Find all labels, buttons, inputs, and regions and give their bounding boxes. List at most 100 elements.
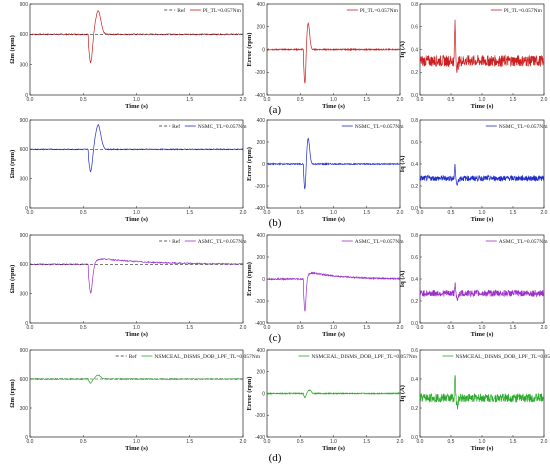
y-tick-label: 0 xyxy=(25,321,28,327)
y-tick-label: 200 xyxy=(257,370,266,376)
y-tick-label: 200 xyxy=(257,140,266,146)
x-axis-label: Time (s) xyxy=(471,331,494,338)
y-tick-label: 0.8 xyxy=(411,233,418,239)
x-tick-label: 1.0 xyxy=(330,210,337,216)
legend-entry: NSMCEAL_DISMS_DOB_LPF_TL=0.057Nm xyxy=(154,354,260,360)
x-tick-label: 1.5 xyxy=(363,439,370,445)
y-tick-label: 0 xyxy=(262,162,265,168)
y-tick-label: 0.2 xyxy=(411,184,418,190)
x-tick-label: 0.5 xyxy=(297,97,304,103)
x-tick-label: 1.5 xyxy=(510,97,517,103)
x-tick-label: 0.0 xyxy=(264,97,271,103)
x-tick-label: 0.0 xyxy=(417,325,424,331)
y-tick-label: 0 xyxy=(25,435,28,441)
x-tick-label: 2.0 xyxy=(397,325,404,331)
x-tick-label: 1.5 xyxy=(363,325,370,331)
x-tick-label: 1.5 xyxy=(510,210,517,216)
x-tick-label: 1.5 xyxy=(510,439,517,445)
x-tick-label: 2.0 xyxy=(397,439,404,445)
panel-b-error: 0.0 0.5 1.0 1.5 2.0 -400 -200 0 200 400 Time (s) Er… xyxy=(246,118,404,223)
y-tick-label: -200 xyxy=(255,70,265,76)
x-tick-label: 1.5 xyxy=(186,97,193,103)
y-tick-label: -200 xyxy=(255,299,265,305)
plot-frame xyxy=(29,3,244,96)
y-tick-label: -400 xyxy=(255,206,265,212)
x-tick-label: 2.0 xyxy=(240,97,247,103)
y-tick-label: 0.4 xyxy=(411,162,418,168)
legend-entry: Ref xyxy=(172,123,180,130)
x-tick-label: 0.5 xyxy=(448,210,455,216)
y-axis-label: Iq (A) xyxy=(399,271,406,288)
x-tick-label: 1.0 xyxy=(133,97,140,103)
plot-frame xyxy=(419,349,545,438)
y-tick-label: 0.8 xyxy=(411,118,418,124)
x-tick-label: 0.0 xyxy=(27,97,34,103)
y-tick-label: 900 xyxy=(20,233,29,239)
x-tick-label: 0.0 xyxy=(417,210,424,216)
y-tick-label: 0.0 xyxy=(411,435,418,441)
y-axis-label: Iq (A) xyxy=(399,156,406,173)
row-label: (c) xyxy=(269,332,282,344)
x-axis-label: Time (s) xyxy=(322,103,345,110)
legend-entry: PI_TL=0.057Nm xyxy=(360,8,399,14)
x-tick-label: 0.0 xyxy=(264,325,271,331)
x-tick-label: 2.0 xyxy=(240,210,247,216)
panel-a-current: 0.0 0.5 1.0 1.5 2.0 0.0 0.2 0.4 0.6 0.8 Time (s) Iq… xyxy=(399,2,548,110)
y-tick-label: 0.6 xyxy=(411,140,418,146)
x-tick-label: 0.5 xyxy=(448,325,455,331)
series-line xyxy=(29,258,244,294)
y-tick-label: 0 xyxy=(262,391,265,397)
x-tick-label: 1.0 xyxy=(133,439,140,445)
x-tick-label: 1.5 xyxy=(186,439,193,445)
x-tick-label: 1.0 xyxy=(133,325,140,331)
x-tick-label: 0.0 xyxy=(264,439,271,445)
panel-a-error: 0.0 0.5 1.0 1.5 2.0 -400 -200 0 200 400 Time (s) Er… xyxy=(246,2,404,110)
x-tick-label: 1.0 xyxy=(330,97,337,103)
y-tick-label: 200 xyxy=(257,25,266,31)
legend-entry: ASMC_TL=0.057Nm xyxy=(355,239,405,245)
y-axis-label: Iq (A) xyxy=(399,385,406,402)
x-tick-label: 0.0 xyxy=(27,325,34,331)
x-tick-label: 1.0 xyxy=(479,97,486,103)
x-tick-label: 2.0 xyxy=(541,439,548,445)
x-tick-label: 0.5 xyxy=(297,210,304,216)
x-axis-label: Time (s) xyxy=(471,103,494,110)
x-tick-label: 0.0 xyxy=(264,210,271,216)
y-tick-label: 0 xyxy=(25,93,28,99)
y-tick-label: 200 xyxy=(257,255,266,261)
y-axis-label: Iq (A) xyxy=(399,41,406,58)
legend-entry: NSMCEAL_DISMS_DOB_LPF_TL=0.057Nm xyxy=(311,354,417,360)
legend-entry: NSMC_TL=0.057Nm xyxy=(499,124,549,130)
x-tick-label: 0.5 xyxy=(80,325,87,331)
y-tick-label: 0.2 xyxy=(411,406,418,412)
y-tick-label: 900 xyxy=(20,118,29,124)
y-tick-label: 900 xyxy=(20,2,29,8)
x-axis-label: Time (s) xyxy=(322,331,345,338)
x-tick-label: 1.0 xyxy=(133,210,140,216)
plot-frame xyxy=(29,349,244,438)
x-axis-label: Time (s) xyxy=(471,216,494,223)
row-label: (a) xyxy=(269,104,282,116)
panel-d-speed: 0.0 0.5 1.0 1.5 2.0 0 300 600 900 Time (s) Ωm (rpm… xyxy=(9,348,261,452)
series-line xyxy=(419,375,545,410)
x-tick-label: 1.5 xyxy=(363,97,370,103)
y-tick-label: 400 xyxy=(257,348,266,354)
x-tick-label: 1.0 xyxy=(330,325,337,331)
y-tick-label: 0.4 xyxy=(411,277,418,283)
panel-d-error: 0.0 0.5 1.0 1.5 2.0 -400 -200 0 200 400 Time (s) Er… xyxy=(246,348,418,452)
series-line xyxy=(266,388,401,399)
x-tick-label: 0.5 xyxy=(297,325,304,331)
series-line xyxy=(266,271,401,312)
y-tick-label: -400 xyxy=(255,321,265,327)
y-axis-label: Ωm (rpm) xyxy=(9,265,16,294)
y-axis-label: Error (rpm) xyxy=(246,262,253,296)
y-tick-label: 0.0 xyxy=(411,206,418,212)
y-tick-label: 300 xyxy=(20,62,29,68)
x-tick-label: 2.0 xyxy=(240,439,247,445)
plot-frame xyxy=(419,3,545,96)
x-tick-label: 1.5 xyxy=(363,210,370,216)
y-tick-label: -200 xyxy=(255,184,265,190)
y-tick-label: 900 xyxy=(20,348,29,354)
panel-a-speed: 0.0 0.5 1.0 1.5 2.0 0 300 600 900 Time (s) Ωm (rpm… xyxy=(9,2,247,110)
